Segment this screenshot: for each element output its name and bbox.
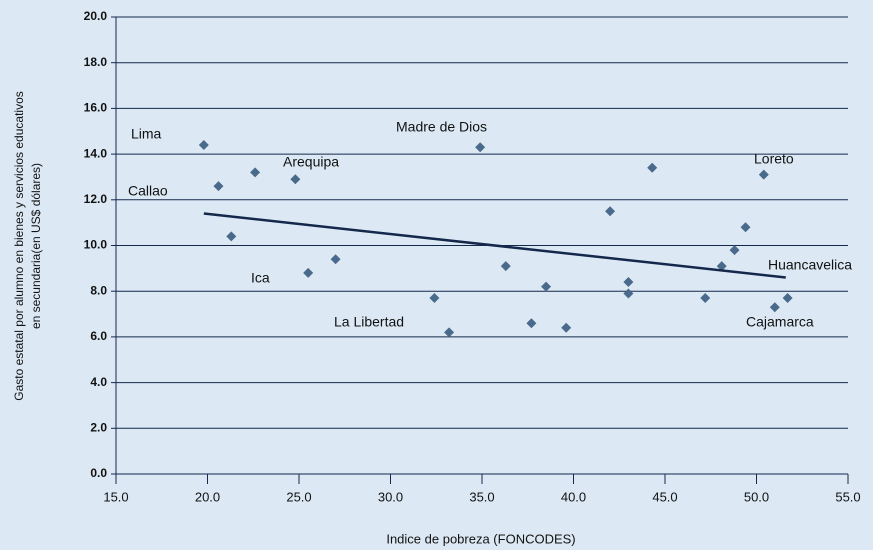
- point: [475, 142, 486, 153]
- point: [250, 167, 261, 178]
- x-tick-label: 30.0: [378, 489, 403, 504]
- x-tick-label: 50.0: [744, 489, 769, 504]
- x-tick-label: 20.0: [195, 489, 220, 504]
- point: [198, 139, 209, 150]
- point: [303, 267, 314, 278]
- point: [782, 293, 793, 304]
- point: [623, 288, 634, 299]
- point: [330, 254, 341, 265]
- annotation: Loreto: [754, 151, 794, 167]
- point: [226, 231, 237, 242]
- y-tick-label: 12.0: [84, 192, 108, 206]
- y-axis-label: en secundaria(en US$ dólares): [29, 163, 43, 329]
- x-tick-label: 40.0: [561, 489, 586, 504]
- annotation: Cajamarca: [746, 314, 814, 330]
- point: [623, 277, 634, 288]
- point: [729, 245, 740, 256]
- y-tick-label: 6.0: [90, 329, 107, 343]
- point: [758, 169, 769, 180]
- annotation: La Libertad: [334, 314, 404, 330]
- y-tick-label: 16.0: [84, 101, 108, 115]
- point: [769, 302, 780, 313]
- y-tick-label: 0.0: [90, 466, 107, 480]
- y-tick-label: 14.0: [84, 146, 108, 160]
- x-tick-label: 45.0: [652, 489, 677, 504]
- annotation: Arequipa: [283, 154, 339, 170]
- x-tick-label: 15.0: [103, 489, 128, 504]
- y-tick-label: 10.0: [84, 238, 108, 252]
- point: [647, 162, 658, 173]
- annotation: Lima: [131, 126, 162, 142]
- y-tick-label: 18.0: [84, 55, 108, 69]
- point: [541, 281, 552, 292]
- annotation: Madre de Dios: [396, 119, 487, 135]
- point: [700, 293, 711, 304]
- y-tick-label: 4.0: [90, 375, 107, 389]
- trendline: [203, 212, 786, 279]
- annotation: Callao: [128, 183, 168, 199]
- y-tick-label: 20.0: [84, 9, 108, 23]
- x-tick-label: 55.0: [835, 489, 860, 504]
- y-tick-label: 8.0: [90, 283, 107, 297]
- y-axis-label: Gasto estatal por alumno en bienes y ser…: [12, 91, 26, 401]
- point: [561, 322, 572, 333]
- y-tick-label: 2.0: [90, 420, 107, 434]
- x-axis-label: Indice de pobreza (FONCODES): [386, 531, 575, 546]
- point: [716, 261, 727, 272]
- point: [290, 174, 301, 185]
- point: [444, 327, 455, 338]
- x-tick-label: 25.0: [286, 489, 311, 504]
- annotation: Ica: [251, 270, 270, 286]
- annotation: Huancavelica: [768, 257, 852, 273]
- point: [740, 222, 751, 233]
- point: [213, 181, 224, 192]
- x-tick-label: 35.0: [469, 489, 494, 504]
- point: [500, 261, 511, 272]
- point: [605, 206, 616, 217]
- point: [429, 293, 440, 304]
- point: [526, 318, 537, 329]
